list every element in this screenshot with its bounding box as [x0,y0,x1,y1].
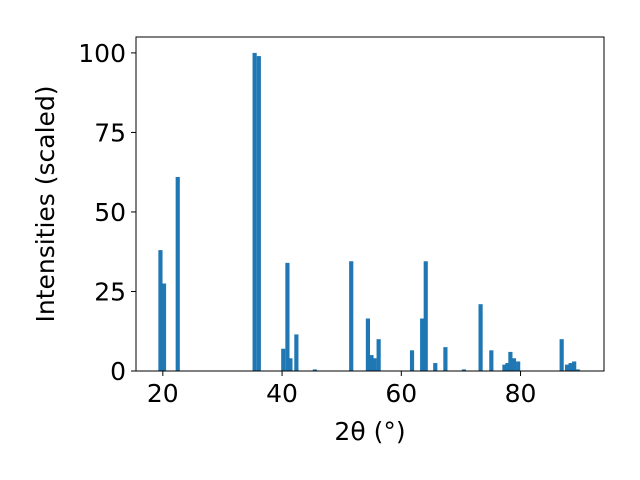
y-tick-label: 0 [110,357,126,386]
bar [312,369,317,371]
bar [252,52,257,372]
bar [288,358,293,371]
bar [372,358,377,371]
bar [564,364,570,371]
y-tick-label: 25 [94,277,126,306]
plot-frame [135,36,605,372]
bar [294,334,299,371]
bar [568,363,573,371]
bar [516,361,521,371]
bar [575,369,580,371]
bar [158,250,163,371]
bar [175,176,180,371]
bar [376,339,381,371]
y-tick-label: 100 [78,39,126,68]
y-tick-label: 75 [94,118,126,147]
bar-series [158,52,580,372]
bar [423,261,428,371]
x-tick-label: 20 [147,379,179,408]
bar [572,361,577,371]
bar [281,348,286,371]
bar [420,318,425,371]
bar [511,358,517,371]
bar [505,363,510,371]
bar [502,364,507,371]
x-tick-label: 40 [266,379,298,408]
bar [489,350,494,371]
bar [461,369,466,371]
x-tick-label: 80 [505,379,537,408]
y-tick-label: 50 [94,198,126,227]
bar [365,318,370,371]
bar [409,350,415,371]
bar [349,261,354,371]
bar [478,304,483,371]
bar [433,363,438,371]
x-axis: 20 40 60 80 [147,371,537,408]
x-axis-label: 2θ (°) [334,417,405,446]
bar [443,347,448,371]
bar [508,351,513,371]
y-axis-label: Intensities (scaled) [31,85,60,322]
bar [369,355,374,371]
x-tick-label: 60 [385,379,417,408]
bar [285,262,290,371]
y-axis: 0 25 50 75 100 [78,39,136,386]
bar [256,56,261,372]
bar [161,283,167,371]
bar [559,339,564,371]
